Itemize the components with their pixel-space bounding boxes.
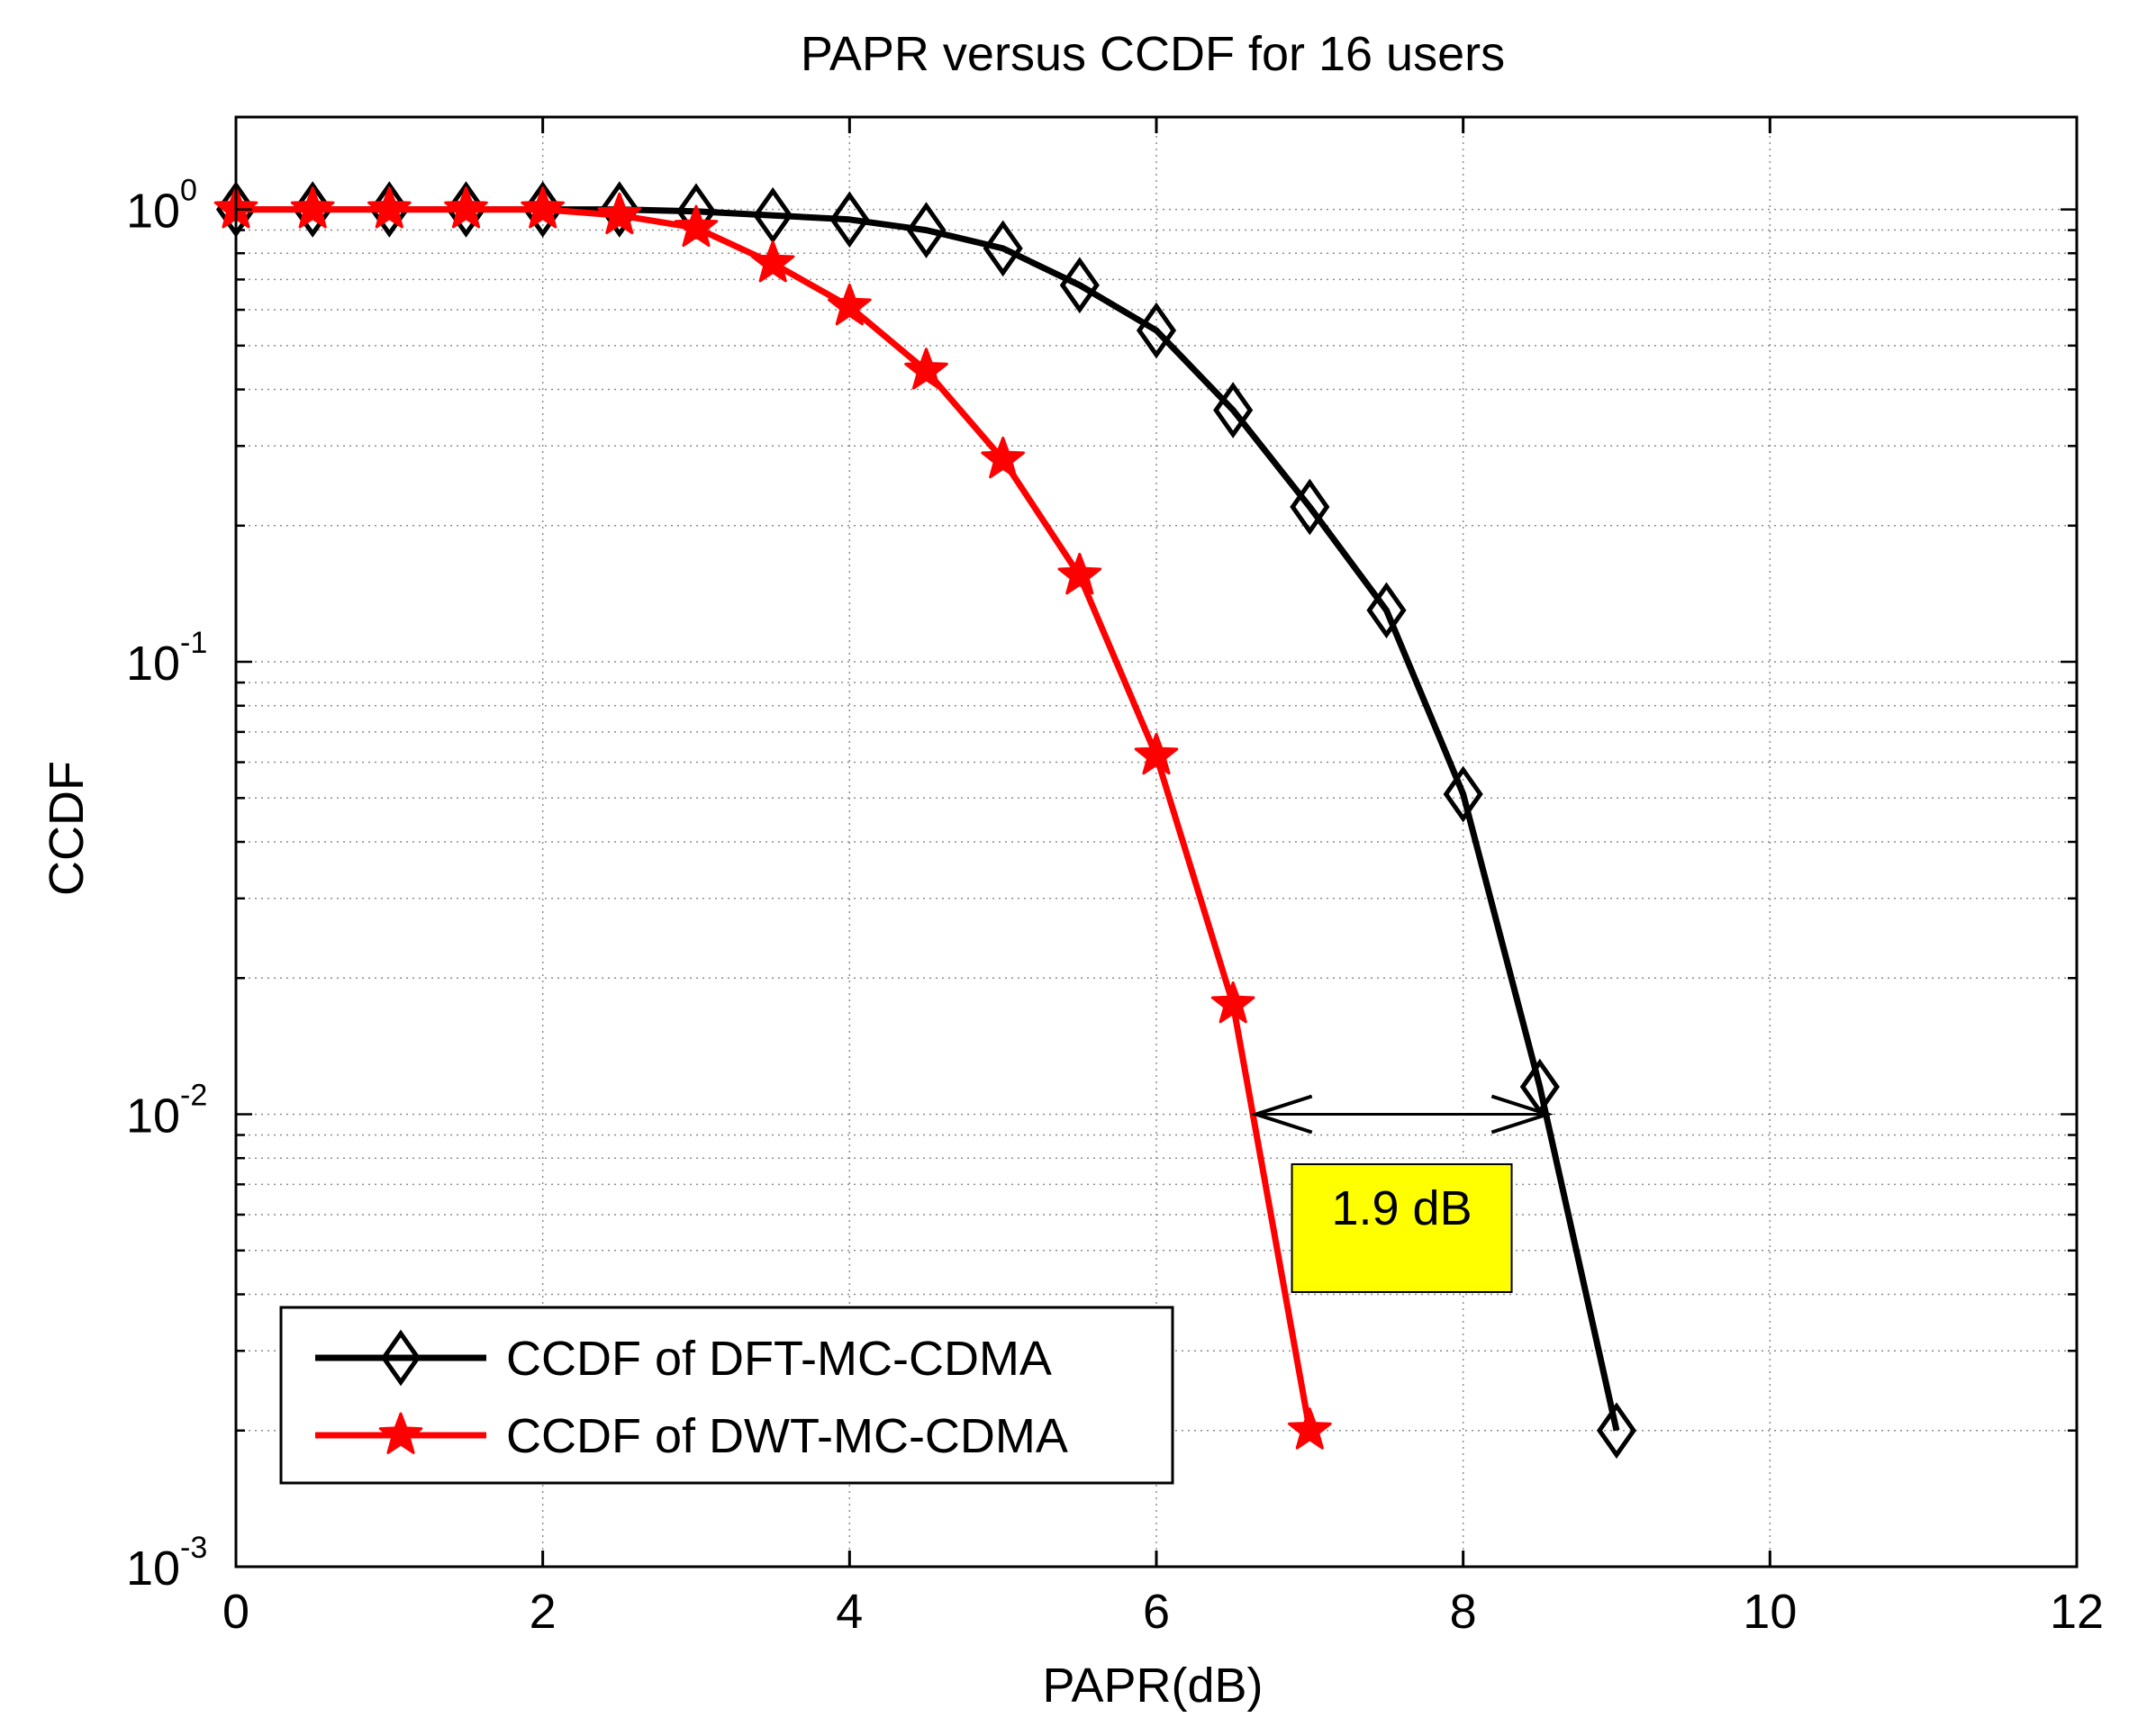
data-point-dft [1443,765,1483,823]
chart-title: PAPR versus CCDF for 16 users [801,27,1505,81]
legend-star-icon [378,1412,423,1454]
x-axis-label: PAPR(dB) [1042,1659,1263,1713]
data-point-dwt [444,186,488,229]
y-tick-label: 10 -2 [126,1079,207,1144]
data-point-dft [599,181,639,238]
gap-annotation: 1.9 dB [1250,1094,1554,1293]
data-point-dwt [1288,1407,1332,1450]
y-tick-base: 10 [126,185,180,239]
data-point-dft [1059,257,1100,314]
data-point-dwt [750,240,795,283]
data-point-dft [1290,478,1330,536]
legend-box [279,1306,1174,1485]
y-tick-label: 10 0 [126,174,197,239]
y-tick-label: 10 -3 [126,1531,207,1596]
x-tick-label: 2 [530,1585,557,1639]
y-tick-base: 10 [126,1542,180,1596]
y-tick-base: 10 [126,1090,180,1144]
arrow-head-left [1250,1094,1313,1135]
data-point-dwt [367,186,412,229]
x-tick-label: 6 [1143,1585,1170,1639]
data-point-dwt [1210,981,1255,1024]
data-point-dft [983,220,1023,277]
y-tick-base: 10 [126,637,180,691]
data-point-dft [1136,302,1177,359]
y-tick-exponent: -3 [180,1531,207,1565]
y-axis-label: CCDF [40,761,94,896]
series-line-dwt [236,206,1313,1432]
legend-diamond-icon [380,1329,421,1387]
data-point-dwt [674,204,719,248]
legend: CCDF of DFT-MC-CDMA CCDF of DWT-MC-CDMA [279,1306,1174,1485]
legend-marker-dft [380,1329,421,1387]
data-point-dft [753,186,793,244]
legend-label-dft: CCDF of DFT-MC-CDMA [506,1332,1052,1386]
data-point-dwt [290,186,335,229]
data-point-dwt [597,192,642,235]
legend-marker-dwt [378,1412,423,1454]
arrow-head-right [1490,1094,1554,1135]
data-point-dwt [981,436,1025,479]
x-tick-label: 4 [836,1585,863,1639]
data-point-dft [1366,582,1407,639]
data-point-dft [829,191,870,249]
x-tick-label: 10 [1743,1585,1797,1639]
y-tick-exponent: 0 [180,174,197,208]
data-point-dft [1596,1402,1637,1460]
y-tick-exponent: -1 [180,626,207,660]
series-lines [213,181,1637,1460]
x-tick-label: 8 [1450,1585,1477,1639]
data-point-dft [906,202,947,258]
y-tick-exponent: -2 [180,1079,207,1113]
data-point-dwt [904,348,948,390]
x-tick-label: 0 [222,1585,249,1639]
x-tick-label: 12 [2050,1585,2104,1639]
y-tick-label: 10 -1 [126,626,207,691]
gap-label-box [1291,1162,1513,1293]
data-point-dwt [1134,732,1179,775]
data-point-dwt [521,186,565,229]
data-point-dwt [1057,552,1102,595]
gap-label-text: 1.9 dB [1331,1181,1472,1235]
data-point-dwt [828,283,872,326]
data-point-dft [1213,382,1254,439]
legend-label-dwt: CCDF of DWT-MC-CDMA [506,1409,1068,1463]
